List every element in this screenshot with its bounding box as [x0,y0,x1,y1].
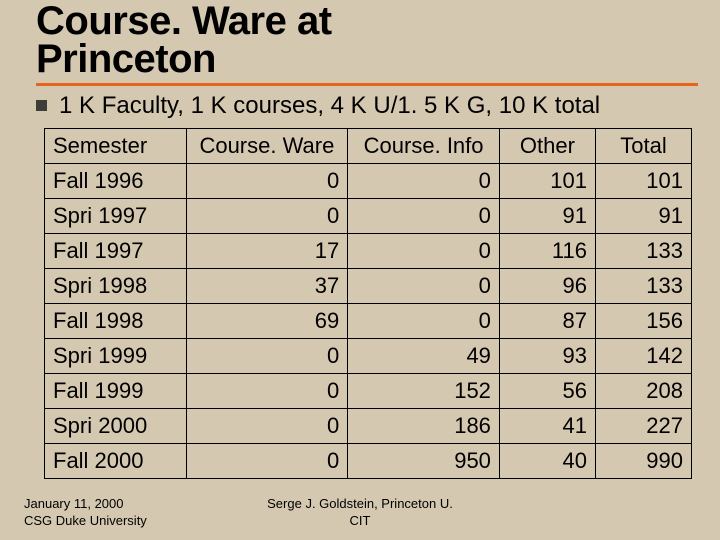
cell: 950 [348,443,500,478]
cell: 17 [186,233,348,268]
cell: 186 [348,408,500,443]
table-row: Fall 1997 17 0 116 133 [45,233,692,268]
cell: Spri 1999 [45,338,187,373]
cell: Fall 1996 [45,163,187,198]
cell: 49 [348,338,500,373]
cell: Fall 1998 [45,303,187,338]
footer-left: January 11, 2000 CSG Duke University [24,496,147,530]
cell: 0 [186,443,348,478]
cell: 142 [595,338,691,373]
col-header: Other [499,128,595,163]
cell: 101 [595,163,691,198]
table-row: Fall 1998 69 0 87 156 [45,303,692,338]
cell: 208 [595,373,691,408]
col-header: Course. Info [348,128,500,163]
cell: 101 [499,163,595,198]
table-row: Spri 2000 0 186 41 227 [45,408,692,443]
cell: 37 [186,268,348,303]
table-row: Spri 1997 0 0 91 91 [45,198,692,233]
cell: 0 [186,163,348,198]
table-row: Fall 1996 0 0 101 101 [45,163,692,198]
cell: 0 [186,408,348,443]
cell: 0 [348,303,500,338]
cell: Fall 1999 [45,373,187,408]
cell: Spri 1998 [45,268,187,303]
cell: 0 [348,198,500,233]
cell: 41 [499,408,595,443]
table-row: Fall 2000 0 950 40 990 [45,443,692,478]
col-header: Semester [45,128,187,163]
footer: January 11, 2000 CSG Duke University Ser… [24,496,696,530]
cell: 0 [348,268,500,303]
footer-date: January 11, 2000 [24,496,124,511]
cell: 87 [499,303,595,338]
subtitle-text: 1 K Faculty, 1 K courses, 4 K U/1. 5 K G… [59,92,600,120]
title-line-2: Princeton [36,37,216,81]
slide: Course. Ware at Princeton 1 K Faculty, 1… [0,0,720,540]
cell: 0 [186,338,348,373]
col-header: Course. Ware [186,128,348,163]
data-table: Semester Course. Ware Course. Info Other… [44,128,692,479]
slide-title: Course. Ware at Princeton [36,0,698,86]
table-body: Fall 1996 0 0 101 101 Spri 1997 0 0 91 9… [45,163,692,478]
cell: 40 [499,443,595,478]
bullet-row: 1 K Faculty, 1 K courses, 4 K U/1. 5 K G… [36,92,698,120]
cell: 93 [499,338,595,373]
table-row: Fall 1999 0 152 56 208 [45,373,692,408]
cell: 0 [186,373,348,408]
cell: Spri 1997 [45,198,187,233]
cell: 116 [499,233,595,268]
footer-org: CSG Duke University [24,513,147,528]
cell: 0 [348,163,500,198]
footer-dept: CIT [350,513,371,528]
cell: 227 [595,408,691,443]
cell: 152 [348,373,500,408]
cell: Fall 1997 [45,233,187,268]
cell: 69 [186,303,348,338]
cell: 91 [499,198,595,233]
cell: 0 [348,233,500,268]
cell: 156 [595,303,691,338]
table-row: Spri 1999 0 49 93 142 [45,338,692,373]
cell: 133 [595,233,691,268]
footer-center: Serge J. Goldstein, Princeton U. CIT [250,496,470,530]
cell: 990 [595,443,691,478]
square-bullet-icon [36,100,47,111]
cell: Spri 2000 [45,408,187,443]
cell: Fall 2000 [45,443,187,478]
table-header-row: Semester Course. Ware Course. Info Other… [45,128,692,163]
cell: 133 [595,268,691,303]
cell: 96 [499,268,595,303]
cell: 56 [499,373,595,408]
col-header: Total [595,128,691,163]
cell: 91 [595,198,691,233]
footer-author: Serge J. Goldstein, Princeton U. [267,496,453,511]
cell: 0 [186,198,348,233]
table-row: Spri 1998 37 0 96 133 [45,268,692,303]
